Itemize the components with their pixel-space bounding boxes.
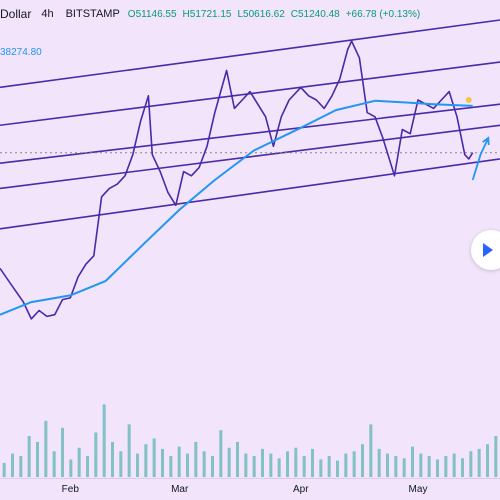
- volume-bar: [377, 448, 381, 477]
- high-value: H51721.15: [182, 8, 232, 20]
- volume-bar: [144, 444, 148, 477]
- volume-bar: [352, 451, 356, 477]
- volume-bar: [486, 444, 489, 477]
- x-tick-label-apr: Apr: [293, 484, 309, 495]
- volume-bar: [94, 432, 98, 477]
- volume-bar: [469, 451, 473, 477]
- channel-line: [0, 61, 500, 127]
- volume-bar: [52, 451, 56, 477]
- volume-bar: [111, 441, 114, 477]
- volume-bar: [44, 420, 48, 477]
- replay-play-button[interactable]: [471, 230, 500, 270]
- volume-bar: [69, 459, 73, 477]
- moving-average-value: 38274.80: [0, 47, 42, 58]
- volume-bar: [194, 441, 198, 477]
- projection-arrow: [471, 137, 490, 181]
- volume-bar: [102, 404, 106, 477]
- volume-bar: [36, 441, 39, 477]
- volume-bar: [394, 455, 398, 477]
- volume-bar: [202, 451, 206, 477]
- volume-bar: [2, 462, 6, 477]
- channel-line: [0, 19, 500, 89]
- volume-bar: [19, 455, 23, 477]
- volume-bar: [219, 430, 223, 477]
- volume-bar: [419, 453, 423, 477]
- volume-bar: [477, 448, 481, 477]
- volume-bar: [119, 451, 123, 477]
- volume-bar: [286, 451, 289, 477]
- volume-bar: [27, 436, 31, 477]
- volume-bar: [269, 453, 273, 477]
- volume-bar: [344, 453, 348, 477]
- volume-bar: [261, 448, 264, 477]
- volume-bar: [494, 436, 498, 477]
- volume-bar: [127, 424, 131, 477]
- volume-bar: [152, 438, 156, 477]
- volume-bar: [411, 446, 414, 477]
- volume-bar: [444, 455, 448, 477]
- change-value: +66.78 (+0.13%): [345, 8, 421, 20]
- close-value: C51240.48: [290, 8, 340, 20]
- volume-bar: [169, 455, 173, 477]
- symbol-name[interactable]: Dollar: [0, 7, 32, 21]
- volume-bar: [402, 458, 406, 477]
- volume-bar: [236, 441, 239, 477]
- volume-bar: [161, 448, 164, 477]
- volume-bar: [136, 453, 139, 477]
- volume-bar: [77, 447, 81, 477]
- open-value: O51146.55: [127, 8, 177, 20]
- star-marker: [465, 97, 472, 103]
- volume-bar: [436, 459, 439, 477]
- volume-bar: [211, 455, 214, 477]
- exchange-label: BITSTAMP: [65, 8, 120, 20]
- x-tick-label-may: May: [408, 484, 428, 495]
- volume-bar: [386, 453, 389, 477]
- volume-bar: [177, 446, 181, 477]
- volume-bar: [336, 460, 339, 477]
- symbol-legend: Dollar 4h BITSTAMP O51146.55 H51721.15 L…: [0, 6, 420, 22]
- volume-bar: [227, 447, 231, 477]
- x-tick-label-feb: Feb: [61, 484, 79, 495]
- price-series-line: [0, 40, 474, 320]
- volume-bar: [327, 455, 331, 477]
- volume-bar: [452, 453, 456, 477]
- volume-bar: [461, 458, 464, 477]
- volume-bar: [252, 455, 256, 477]
- volume-bar: [11, 453, 14, 477]
- low-value: L50616.62: [237, 8, 285, 20]
- volume-bar: [277, 458, 281, 477]
- timeframe-label[interactable]: 4h: [41, 8, 54, 20]
- volume-bar: [244, 453, 248, 477]
- moving-average-line: [0, 99, 473, 316]
- projection-arrow-head: [482, 136, 490, 145]
- x-tick-label-mar: Mar: [171, 484, 189, 495]
- volume-bar: [186, 453, 189, 477]
- volume-bar: [302, 455, 306, 477]
- volume-bar: [319, 459, 323, 477]
- volume-bar: [361, 444, 364, 477]
- time-axis[interactable]: Feb Mar Apr May: [0, 478, 500, 500]
- volume-bar: [311, 448, 314, 477]
- channel-line: [0, 158, 500, 230]
- volume-bar: [369, 424, 373, 477]
- volume-bar: [294, 447, 298, 477]
- volume-bar: [86, 455, 89, 477]
- channel-line: [0, 124, 500, 190]
- play-triangle-icon: [483, 243, 493, 257]
- volume-bar: [427, 455, 431, 477]
- channel-line: [0, 103, 500, 164]
- volume-bar: [61, 427, 64, 477]
